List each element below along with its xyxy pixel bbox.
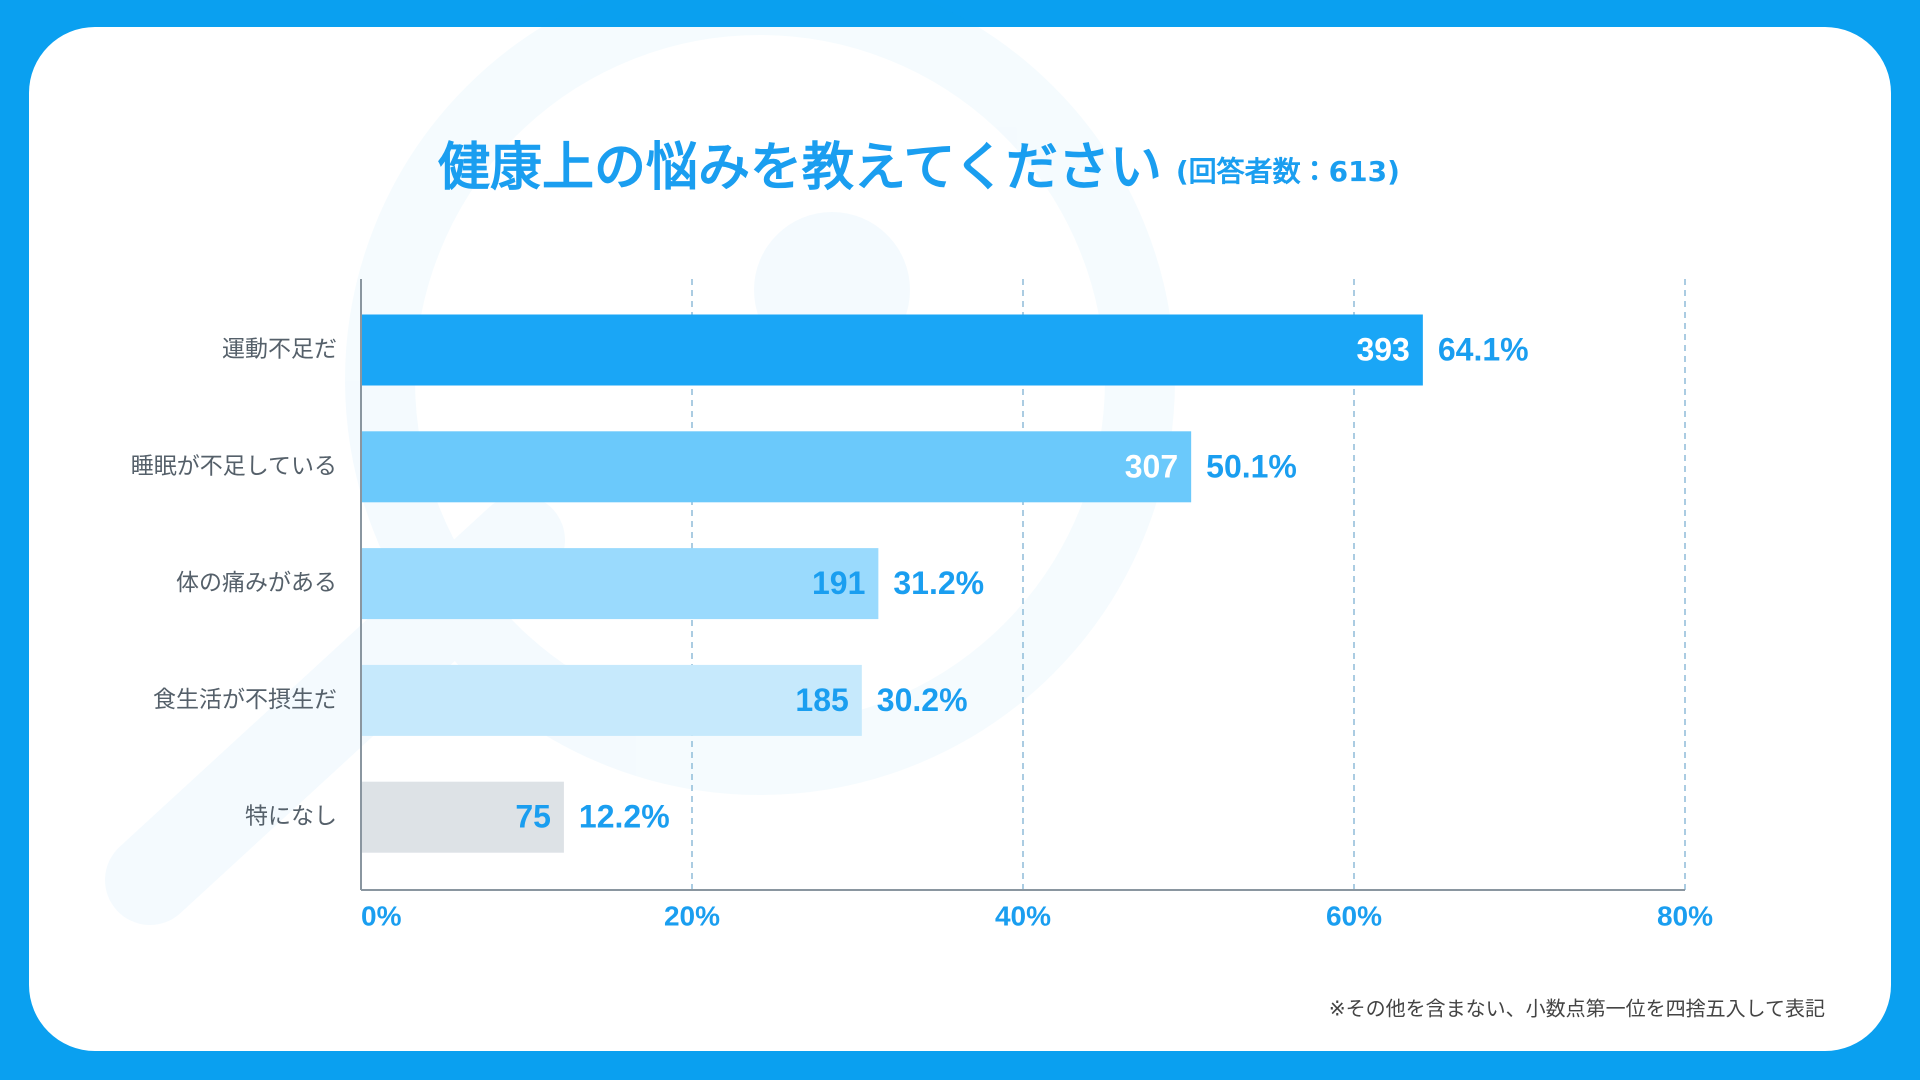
bar-count-label: 185 xyxy=(795,682,848,718)
chart-title: 健康上の悩みを教えてください xyxy=(438,138,1162,198)
bar-count-label: 307 xyxy=(1125,448,1178,484)
y-tick-label: 体の痛みがある xyxy=(176,570,337,596)
x-tick-label: 20% xyxy=(664,900,720,931)
bar-value-label: 50.1% xyxy=(1206,448,1297,484)
footnote: ※その他を含まない、小数点第一位を四捨五入して表記 xyxy=(1329,997,1825,1021)
bar-value-label: 12.2% xyxy=(579,799,670,835)
y-tick-label: 運動不足だ xyxy=(222,337,337,363)
bar-value-label: 30.2% xyxy=(877,682,968,718)
x-tick-label: 60% xyxy=(1326,900,1382,931)
bar-count-label: 191 xyxy=(812,565,865,601)
bar-count-label: 393 xyxy=(1356,331,1409,367)
x-tick-label: 80% xyxy=(1657,900,1713,931)
bar xyxy=(362,548,879,620)
bar-count-label: 75 xyxy=(515,799,551,835)
bar xyxy=(362,431,1192,503)
bar-value-label: 31.2% xyxy=(893,565,984,601)
x-tick-label: 40% xyxy=(995,900,1051,931)
y-tick-label: 特になし xyxy=(245,804,337,830)
chart-subtitle: (回答者数：613) xyxy=(1176,155,1400,188)
y-tick-label: 睡眠が不足している xyxy=(131,453,337,479)
bar xyxy=(362,781,564,853)
y-tick-label: 食生活が不摂生だ xyxy=(153,687,337,713)
x-tick-label: 0% xyxy=(361,900,402,931)
bar xyxy=(362,664,862,736)
bar xyxy=(362,314,1423,386)
bar-value-label: 64.1% xyxy=(1438,331,1529,367)
